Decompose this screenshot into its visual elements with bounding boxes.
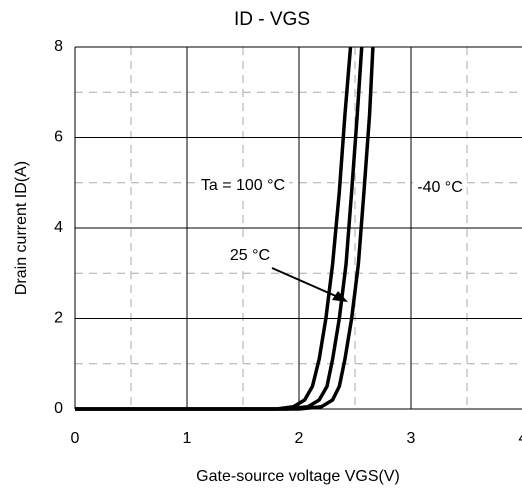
x-tick-label: 2 (295, 430, 304, 447)
y-tick-label: 6 (54, 129, 63, 146)
x-tick-label: 3 (407, 430, 416, 447)
y-axis-label: Drain current ID(A) (13, 161, 30, 295)
y-tick-label: 4 (54, 219, 63, 236)
label-background (225, 243, 275, 269)
arrow-line (271, 267, 339, 298)
y-tick-label: 8 (54, 38, 63, 55)
x-tick-label: 0 (71, 430, 80, 447)
series-label: 25 °C (230, 247, 270, 264)
chart-title: ID - VGS (234, 9, 310, 30)
arrow-head (332, 291, 348, 302)
curve (75, 46, 375, 411)
label-background (196, 173, 290, 199)
label-background (413, 175, 467, 201)
x-tick-label: 1 (183, 430, 192, 447)
x-axis-label: Gate-source voltage VGS(V) (196, 468, 400, 485)
series-label: -40 °C (417, 179, 463, 196)
series-label: Ta = 100 °C (201, 177, 285, 194)
y-tick-label: 2 (54, 310, 63, 327)
y-tick-label: 0 (54, 400, 63, 417)
x-tick-label: 4 (519, 430, 522, 447)
